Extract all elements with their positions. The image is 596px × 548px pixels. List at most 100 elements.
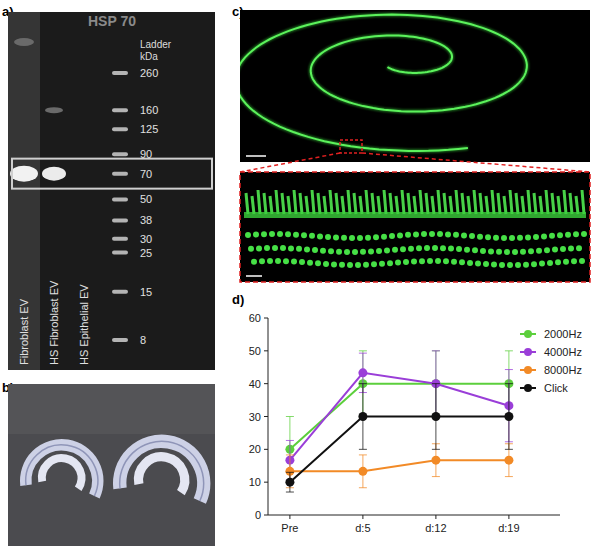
cell-dot [565, 232, 571, 238]
cell-dot [432, 245, 438, 251]
hair-bundle [366, 190, 368, 214]
cell-dot [349, 235, 355, 241]
legend-label: 2000Hz [544, 328, 582, 340]
legend: 2000Hz4000Hz8000HzClick [520, 328, 582, 394]
y-tick [264, 515, 268, 516]
blot-background [8, 12, 215, 370]
lane-label: HS Fibroblast EV [48, 280, 60, 365]
error-bar [359, 384, 367, 450]
cell-dot [504, 249, 510, 255]
cell-dot [301, 232, 307, 238]
cell-dot [477, 234, 483, 240]
cell-dot [395, 260, 401, 266]
cell-dot [312, 247, 318, 253]
hair-bundle [312, 190, 314, 214]
ladder-band [112, 71, 128, 75]
ladder-band [112, 251, 128, 255]
point [504, 456, 513, 465]
cell-dot [371, 261, 377, 267]
point [431, 456, 440, 465]
hair-bundle [306, 196, 308, 214]
cell-dot [579, 258, 585, 264]
cell-dot [520, 249, 526, 255]
image-background [240, 10, 590, 162]
point [358, 467, 367, 476]
cell-dot [464, 247, 470, 253]
hair-bundle [294, 190, 296, 214]
hair-bundle [438, 190, 440, 214]
error-bar [286, 455, 294, 488]
cell-dot [341, 235, 347, 241]
cell-dot [376, 248, 382, 254]
cell-dot [560, 246, 566, 252]
cell-dot [461, 232, 467, 238]
cell-dot [475, 261, 481, 267]
x-tick [289, 515, 290, 519]
legend-marker [524, 330, 532, 338]
hair-bundle [516, 193, 518, 214]
scale-bar [246, 155, 266, 157]
hair-bundle [258, 190, 260, 214]
zoom-image [240, 172, 590, 282]
cell-dot [408, 246, 414, 252]
cell-dot [533, 234, 539, 240]
zoom-line [240, 153, 340, 172]
cell-dot [264, 245, 270, 251]
hair-bundle [486, 196, 488, 214]
cell-dot [555, 259, 561, 265]
cell-dot [280, 245, 286, 251]
cell-dot [400, 246, 406, 252]
hair-bundle [360, 196, 362, 214]
series [285, 351, 513, 482]
cochlea [26, 445, 98, 496]
series-line [290, 417, 509, 483]
cell-dot [472, 247, 478, 253]
cell-dot [344, 249, 350, 255]
y-tick [264, 416, 268, 417]
point [358, 368, 367, 377]
scale-bar [246, 275, 262, 277]
cell-dot [296, 246, 302, 252]
cell-dot [373, 234, 379, 240]
cell-dot [368, 249, 374, 255]
cell-dot [403, 259, 409, 265]
hair-bundle [246, 193, 248, 214]
ladder-band [112, 290, 128, 294]
cochlea-outer [26, 445, 98, 496]
hair-bundle [402, 190, 404, 214]
series-line [290, 460, 509, 471]
y-tick-label: 60 [249, 312, 261, 324]
zoom-region [340, 140, 362, 153]
cell-dot [573, 231, 579, 237]
y-tick [264, 350, 268, 351]
hair-bundle [396, 196, 398, 214]
cell-dot [499, 262, 505, 268]
hair-bundle [558, 196, 560, 214]
cell-dot [392, 247, 398, 253]
cell-row [244, 212, 586, 218]
cell-dot [451, 259, 457, 265]
ladder-label: 260 [140, 67, 158, 79]
hair-bundle [492, 190, 494, 214]
cell-dot [411, 258, 417, 264]
hair-bundle [276, 190, 278, 214]
cell-dot [480, 248, 486, 254]
highlight-box [12, 159, 212, 189]
cell-dot [336, 249, 342, 255]
cell-dot [355, 262, 361, 268]
legend-label: 8000Hz [544, 364, 582, 376]
hair-bundle [474, 190, 476, 214]
legend-marker [524, 348, 532, 356]
series [285, 444, 513, 488]
plot-area [285, 351, 513, 492]
y-tick-label: 40 [249, 378, 261, 390]
cell-dot [467, 260, 473, 266]
cell-dot [299, 259, 305, 265]
legend-label: 4000Hz [544, 346, 582, 358]
cochlea-edge [26, 445, 98, 496]
hair-bundle [498, 193, 500, 214]
cell-dot [397, 232, 403, 238]
hair-bundle [372, 193, 374, 214]
x-tick [362, 515, 363, 519]
hair-bundle [480, 193, 482, 214]
